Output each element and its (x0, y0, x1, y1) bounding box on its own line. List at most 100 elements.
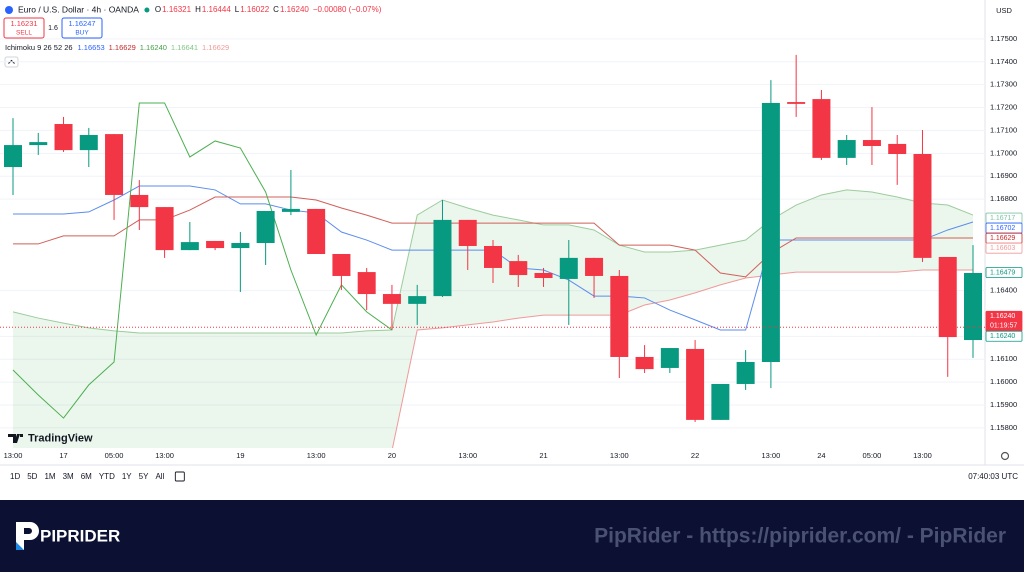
banner (0, 500, 1024, 572)
watermark-logo (8, 434, 23, 443)
candle-body (357, 272, 376, 295)
price-tag-label: 1.16702 (990, 225, 1015, 232)
candle-body (54, 124, 73, 151)
candle-body (79, 135, 98, 151)
candle-body (862, 140, 881, 146)
candle-body (307, 208, 326, 254)
y-tick-label: 1.16900 (990, 171, 1017, 180)
sell-button[interactable] (3, 17, 45, 39)
y-tick-label: 1.17500 (990, 34, 1017, 43)
y-tick-label: 1.17300 (990, 80, 1017, 89)
spread: 1.6 (48, 25, 58, 32)
indicator-value: 1.16653 (78, 43, 105, 52)
ohlc-change: −0.00080 (−0.07%) (313, 5, 382, 14)
candle-body (4, 145, 22, 168)
y-tick-label: 1.17200 (990, 103, 1017, 112)
buy-button[interactable] (61, 17, 103, 39)
candle-body (711, 383, 730, 420)
currency: USD (996, 6, 1012, 15)
range-button[interactable]: 5D (27, 472, 37, 481)
range-button[interactable]: 1M (44, 472, 55, 481)
ohlc-key: L (235, 5, 240, 14)
indicator-name: Ichimoku 9 26 52 26 (5, 43, 73, 52)
candle-body (105, 134, 124, 195)
y-tick-label: 1.17400 (990, 57, 1017, 66)
price-tag (985, 242, 1023, 254)
range-button[interactable]: 1Y (122, 472, 132, 481)
brand-logo-accent (16, 542, 24, 550)
clock: 07:40:03 UTC (968, 472, 1018, 481)
candle-body (585, 257, 604, 276)
collapse-icon (8, 59, 15, 64)
candle-body (231, 243, 250, 249)
candle-body (913, 154, 932, 258)
indicator-line (12, 102, 393, 419)
candle-body (155, 207, 174, 251)
candle-body (761, 102, 780, 363)
indicator-value: 1.16629 (109, 43, 136, 52)
ohlc-key: O (155, 5, 161, 14)
candle-body (888, 143, 907, 154)
range-button[interactable]: 1D (10, 472, 20, 481)
candle-body (433, 219, 452, 297)
candle-body (812, 99, 831, 158)
candle-body (938, 256, 957, 338)
symbol-title: Euro / U.S. Dollar · 4h · OANDA (18, 4, 139, 14)
calendar-icon[interactable] (174, 471, 185, 482)
candle-body (559, 257, 578, 279)
x-tick-label: 17 (59, 451, 67, 460)
range-button[interactable]: 3M (63, 472, 74, 481)
range-button[interactable]: 6M (81, 472, 92, 481)
y-tick-label: 1.17000 (990, 148, 1017, 157)
y-tick-label: 1.16000 (990, 377, 1017, 386)
x-tick-label: 13:00 (762, 451, 781, 460)
price-tag-label: 1.16240 (990, 333, 1015, 340)
symbol-icon (5, 6, 13, 14)
range-button[interactable]: 5Y (139, 472, 149, 481)
x-tick-label: 13:00 (913, 451, 932, 460)
ohlc-key: C (273, 5, 279, 14)
price-tag-label: 1.16629 (990, 235, 1015, 242)
x-tick-label: 13:00 (458, 451, 477, 460)
candle-body (408, 296, 427, 304)
x-tick-label: 05:00 (105, 451, 124, 460)
candle-body (382, 294, 401, 304)
candle-body (736, 362, 755, 384)
x-tick-label: 13:00 (155, 451, 174, 460)
range-button[interactable]: YTD (99, 472, 115, 481)
candle-body (130, 194, 149, 208)
sell-price: 1.16231 (10, 19, 37, 28)
price-tag-label: 1.16479 (990, 269, 1015, 276)
ohlc-key: H (195, 5, 201, 14)
indicator-value: 1.16641 (171, 43, 198, 52)
x-tick-label: 05:00 (863, 451, 882, 460)
candle-body (660, 348, 679, 368)
ohlc-value: 1.16444 (202, 5, 231, 14)
candle-body (332, 253, 351, 276)
cloud-fill (13, 189, 973, 448)
y-tick-label: 1.16100 (990, 354, 1017, 363)
candle-body (610, 275, 629, 357)
price-tag-label: 1.16717 (990, 215, 1015, 222)
sell-label: SELL (16, 30, 32, 37)
indicator-value: 1.16629 (202, 43, 229, 52)
buy-label: BUY (75, 30, 89, 37)
price-tag (985, 330, 1023, 342)
price-tag-label: 1.16240 (990, 313, 1015, 320)
settings-icon[interactable] (1000, 451, 1010, 461)
brand-name: PIPRIDER (40, 526, 120, 545)
x-tick-label: 24 (817, 451, 825, 460)
candle-body (509, 261, 528, 276)
y-tick-label: 1.16800 (990, 194, 1017, 203)
candle-body (787, 102, 806, 104)
banner-caption: PipRider - https://piprider.com/ - PipRi… (594, 525, 1006, 548)
x-tick-label: 13:00 (307, 451, 326, 460)
candle-body (206, 240, 225, 249)
candle-body (281, 208, 300, 212)
x-tick-label: 21 (539, 451, 547, 460)
market-status-dot (144, 7, 150, 13)
range-button[interactable]: All (155, 472, 164, 481)
x-tick-label: 13:00 (610, 451, 629, 460)
